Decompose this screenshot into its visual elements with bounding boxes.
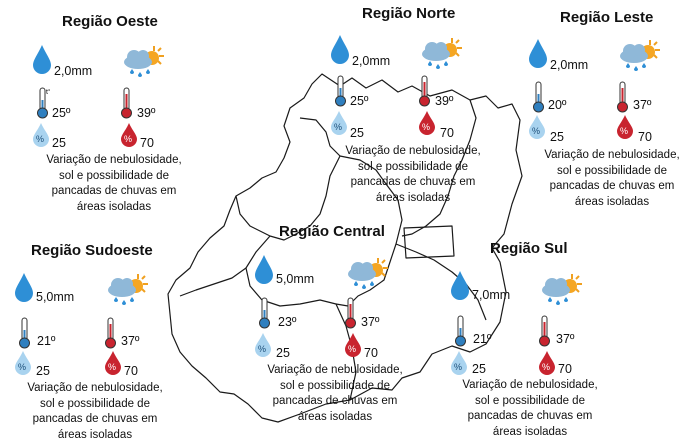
humidity-max: 70 [558,362,572,376]
region-description: Variação de nebulosidade, sol e possibili… [462,379,598,438]
region-title: Região Norte [362,5,456,22]
svg-text:%: % [258,344,266,354]
rain-value: 5,0mm [36,290,75,304]
humidity-min: 25 [36,364,50,378]
map-division-west-inner [235,195,271,237]
svg-text:%: % [348,344,356,354]
region-title: Região Sudoeste [31,242,153,259]
svg-text:%: % [542,362,550,372]
rain-value: 2,0mm [352,54,391,68]
thermometer-cold-icon [455,315,466,347]
thermometer-hot-icon [539,315,550,347]
map-division-southwest-inner [179,267,247,297]
svg-text:%: % [454,362,462,372]
temp-max: 37º [361,315,380,329]
humidity-max: 70 [440,126,454,140]
thermometer-hot-icon [121,87,132,119]
rain-drop-icon [255,255,273,284]
humidity-min: 25 [550,130,564,144]
humidity-high-icon: % [539,351,555,375]
temp-min: 23º [278,315,297,329]
temp-min: 25º [52,106,71,120]
humidity-min: 25 [350,126,364,140]
svg-text:%: % [18,362,26,372]
thermometer-cold-icon [533,81,544,113]
temp-min: 25º [350,94,369,108]
humidity-max: 70 [364,346,378,360]
humidity-low-icon: % [255,333,271,357]
humidity-high-icon: % [121,123,137,147]
svg-text:t°: t° [46,88,50,96]
cloud-sun-rain-icon [348,258,388,289]
humidity-high-icon: % [105,351,121,375]
temp-max: 37º [556,332,575,346]
thermometer-hot-icon [105,317,116,349]
region-description: Variação de nebulosidade, sol e possibili… [345,145,481,204]
cloud-sun-rain-icon [108,274,148,305]
region-description: Variação de nebulosidade, sol e possibili… [46,154,182,213]
region-title: Região Leste [560,9,654,26]
rain-value: 2,0mm [550,58,589,72]
rain-drop-icon [15,273,33,302]
region-description: Variação de nebulosidade, sol e possibili… [544,149,680,208]
thermometer-hot-icon [617,81,628,113]
temp-max: 37º [121,334,140,348]
thermometer-cold-icon [259,297,270,329]
thermometer-cold-icon: t° [37,87,50,119]
temp-max: 37º [633,98,652,112]
region-title: Região Oeste [62,13,158,30]
rain-value: 2,0mm [54,64,93,78]
cloud-sun-rain-icon [422,38,462,69]
svg-text:%: % [124,134,132,144]
svg-text:%: % [620,126,628,136]
region-title: Região Central [279,223,385,240]
humidity-max: 70 [124,364,138,378]
map-division-south [395,243,487,321]
thermometer-cold-icon [335,75,346,107]
thermometer-hot-icon [419,75,430,107]
humidity-min: 25 [276,346,290,360]
humidity-low-icon: % [15,351,31,375]
humidity-min: 25 [52,136,66,150]
rain-drop-icon [33,45,51,74]
rain-drop-icon [451,271,469,300]
humidity-max: 70 [638,130,652,144]
map-division-north-west [269,117,341,241]
humidity-low-icon: % [451,351,467,375]
thermometer-cold-icon [19,317,30,349]
rain-drop-icon [331,35,349,64]
temp-max: 39º [137,106,156,120]
region-title: Região Sul [490,240,568,257]
svg-text:%: % [532,126,540,136]
humidity-high-icon: % [345,333,361,357]
humidity-high-icon: % [617,115,633,139]
humidity-high-icon: % [419,111,435,135]
thermometer-hot-icon [345,297,356,329]
temp-min: 21º [473,332,492,346]
humidity-low-icon: % [331,111,347,135]
region-description: Variação de nebulosidade, sol e possibili… [27,382,163,441]
cloud-sun-rain-icon [124,46,164,77]
temp-min: 20º [548,98,567,112]
region-description: Variação de nebulosidade, sol e possibili… [267,364,403,423]
map-division-east [401,99,477,237]
cloud-sun-rain-icon [542,274,582,305]
svg-text:%: % [36,134,44,144]
temp-min: 21º [37,334,56,348]
svg-text:%: % [108,362,116,372]
temp-max: 39º [435,94,454,108]
humidity-low-icon: % [529,115,545,139]
svg-text:%: % [334,122,342,132]
humidity-max: 70 [140,136,154,150]
rain-drop-icon [529,39,547,68]
rain-value: 5,0mm [276,272,315,286]
humidity-low-icon: % [33,123,49,147]
map-federal-district [403,225,455,259]
cloud-sun-rain-icon [620,40,660,71]
rain-value: 7,0mm [472,288,511,302]
svg-text:%: % [422,122,430,132]
humidity-min: 25 [472,362,486,376]
